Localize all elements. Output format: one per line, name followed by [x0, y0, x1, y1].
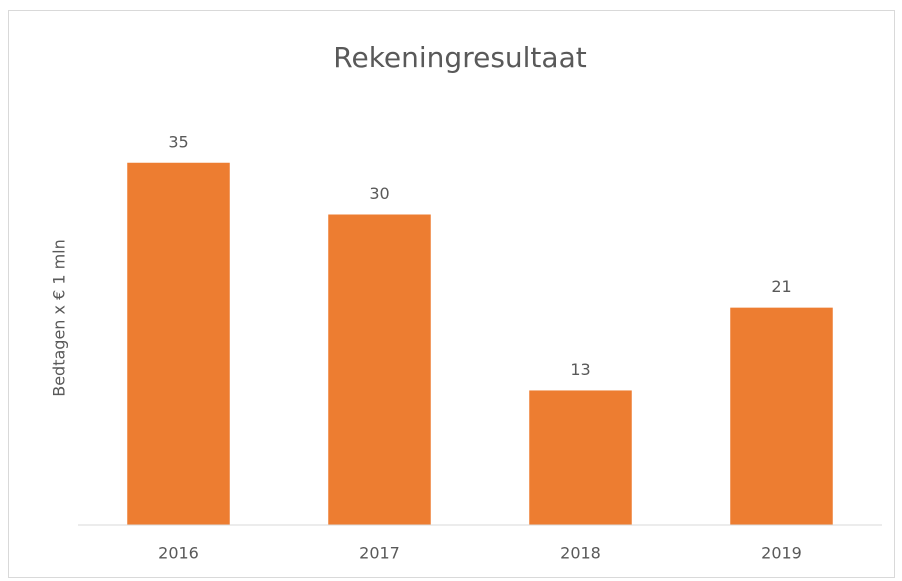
chart-title: Rekeningresultaat: [333, 41, 586, 74]
y-axis-label: Bedtagen x € 1 mln: [50, 239, 69, 397]
x-tick-label: 2017: [359, 544, 400, 563]
x-tick-label: 2018: [560, 544, 601, 563]
x-tick-label: 2019: [761, 544, 802, 563]
data-label: 21: [771, 277, 791, 296]
bar: [127, 162, 230, 525]
x-tick-label: 2016: [158, 544, 199, 563]
bar: [328, 214, 431, 525]
data-label: 13: [570, 360, 590, 379]
data-label: 35: [168, 132, 188, 151]
bar: [529, 390, 632, 525]
data-label: 30: [369, 184, 389, 203]
bar: [730, 307, 833, 525]
